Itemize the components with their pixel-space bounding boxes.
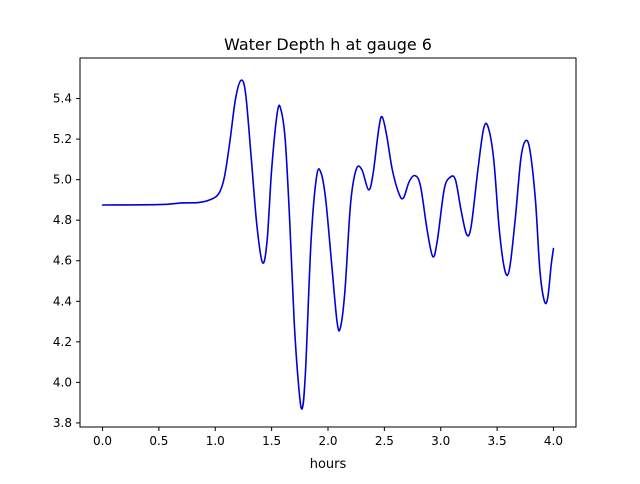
chart-title: Water Depth h at gauge 6: [224, 35, 432, 54]
x-tick-label: 0.5: [149, 434, 168, 448]
series-line: [101, 79, 555, 410]
plot-area: [101, 79, 555, 410]
x-tick-label: 0.0: [93, 434, 112, 448]
y-axis: 3.8 4.0 4.2 4.4 4.6 4.8 5.0 5.2 5.4: [53, 92, 80, 430]
y-tick-label: 5.0: [53, 173, 72, 187]
x-tick-label: 2.5: [375, 434, 394, 448]
y-tick-label: 4.0: [53, 375, 72, 389]
y-tick-label: 5.2: [53, 132, 72, 146]
x-tick-label: 4.0: [544, 434, 563, 448]
y-tick-label: 4.8: [53, 213, 72, 227]
y-tick-label: 4.6: [53, 254, 72, 268]
y-tick-label: 3.8: [53, 416, 72, 430]
y-tick-label: 4.2: [53, 335, 72, 349]
x-axis-label: hours: [310, 457, 347, 472]
x-tick-label: 2.0: [318, 434, 337, 448]
x-axis: 0.0 0.5 1.0 1.5 2.0 2.5 3.0 3.5 4.0: [93, 427, 563, 448]
x-tick-label: 1.0: [206, 434, 225, 448]
y-tick-label: 4.4: [53, 294, 72, 308]
y-tick-label: 5.4: [53, 92, 72, 106]
x-tick-label: 3.5: [488, 434, 507, 448]
x-tick-label: 1.5: [262, 434, 281, 448]
x-tick-label: 3.0: [431, 434, 450, 448]
